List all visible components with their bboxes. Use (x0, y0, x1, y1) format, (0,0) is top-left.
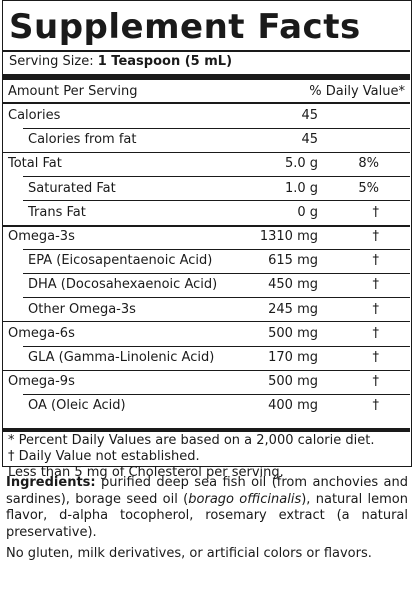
nutrient-label: Omega-6s (8, 325, 75, 341)
header-row: Amount Per Serving % Daily Value* (3, 80, 410, 104)
row-divider (23, 393, 410, 395)
nutrient-daily-value: † (372, 229, 380, 244)
nutrient-row: GLA (Gamma-Linolenic Acid) 170 mg † (3, 346, 410, 370)
nutrient-label: EPA (Eicosapentaenoic Acid) (28, 253, 213, 269)
nutrient-daily-value: † (372, 204, 380, 220)
nutrient-daily-value: † (372, 253, 380, 269)
rule-header (3, 102, 410, 104)
nutrient-row: DHA (Docosahexaenoic Acid) 450 mg † (3, 273, 410, 297)
nutrient-daily-value: † (372, 374, 380, 390)
nutrient-label: Calories (8, 108, 61, 123)
nutrient-label: GLA (Gamma-Linolenic Acid) (28, 350, 215, 365)
nutrient-row: Other Omega-3s 245 mg † (3, 298, 410, 322)
nutrient-amount: 45 (301, 108, 318, 123)
nutrient-amount: 1.0 g (284, 180, 318, 196)
nutrient-label: Trans Fat (28, 204, 86, 220)
row-divider (23, 248, 410, 250)
nutrient-amount: 1310 mg (259, 229, 318, 244)
nutrient-amount: 615 mg (268, 253, 318, 269)
row-divider (3, 369, 410, 371)
nutrient-amount: 45 (301, 132, 318, 148)
nutrient-amount: 500 mg (268, 374, 318, 390)
rule-thick (3, 74, 410, 80)
nutrient-label: DHA (Docosahexaenoic Acid) (28, 277, 218, 293)
free-from-statement: No gluten, milk derivatives, or artifici… (6, 546, 372, 561)
nutrient-label: Omega-9s (8, 374, 75, 390)
serving-size: Serving Size: 1 Teaspoon (5 mL) (9, 54, 232, 69)
nutrient-amount: 170 mg (268, 350, 318, 365)
nutrient-amount: 450 mg (268, 277, 318, 293)
nutrient-daily-value: 5% (358, 180, 379, 196)
nutrient-amount: 500 mg (268, 325, 318, 341)
nutrient-label: Omega-3s (8, 229, 75, 244)
nutrient-row: Saturated Fat 1.0 g 5% (3, 177, 410, 201)
row-divider (23, 127, 410, 129)
nutrient-daily-value: † (372, 301, 380, 317)
footnote-dagger: † Daily Value not established. (8, 449, 200, 464)
row-divider (23, 176, 410, 178)
daily-value-header: % Daily Value* (309, 84, 405, 99)
amount-per-serving: Amount Per Serving (8, 84, 138, 99)
serving-value: 1 Teaspoon (5 mL) (97, 54, 233, 69)
nutrient-row: Omega-6s 500 mg † (3, 322, 410, 346)
row-divider (23, 200, 410, 202)
nutrient-daily-value: † (372, 325, 380, 341)
nutrient-label: Total Fat (8, 156, 62, 172)
nutrient-label: Calories from fat (28, 132, 137, 148)
nutrient-row: EPA (Eicosapentaenoic Acid) 615 mg † (3, 249, 410, 273)
row-divider (3, 224, 410, 227)
row-divider (3, 321, 410, 323)
nutrient-amount: 5.0 g (284, 156, 318, 172)
ingredients-text: Ingredients: purified deep sea fish oil … (6, 475, 408, 541)
nutrient-row: Calories from fat 45 (3, 128, 410, 152)
rule-bottom (3, 428, 410, 432)
supplement-facts-panel: Supplement Facts Serving Size: 1 Teaspoo… (2, 0, 412, 480)
ingredients-part-b: ), natural lemon flavor, d-alpha tocophe… (6, 491, 408, 540)
ingredients-label: Ingredients: (6, 475, 96, 490)
nutrient-amount: 0 g (297, 204, 318, 220)
nutrient-label: Saturated Fat (28, 180, 116, 196)
row-divider (23, 345, 410, 347)
nutrient-daily-value: † (372, 350, 380, 365)
nutrient-row: Omega-9s 500 mg † (3, 370, 410, 394)
panel-title: Supplement Facts (9, 7, 361, 47)
rule-thin (3, 50, 410, 52)
row-divider (3, 151, 410, 153)
nutrient-daily-value: † (372, 277, 380, 293)
nutrient-amount: 245 mg (268, 301, 318, 317)
nutrient-row: Total Fat 5.0 g 8% (3, 152, 410, 176)
nutrient-row: Omega-3s 1310 mg † (3, 225, 410, 249)
nutrient-daily-value: † (372, 398, 380, 414)
ingredients-part-a: purified deep sea fish oil (from anchovi… (6, 475, 408, 507)
footnote-dv: * Percent Daily Values are based on a 2,… (8, 433, 375, 448)
nutrient-label: Other Omega-3s (28, 301, 136, 317)
nutrient-row: OA (Oleic Acid) 400 mg † (3, 394, 410, 418)
nutrient-daily-value: 8% (358, 156, 379, 172)
nutrient-row: Calories 45 (3, 104, 410, 128)
nutrient-amount: 400 mg (268, 398, 318, 414)
ingredients-latin: borago officinalis (188, 491, 302, 507)
serving-label: Serving Size: (9, 54, 94, 69)
nutrient-label: OA (Oleic Acid) (28, 398, 126, 414)
row-divider (23, 297, 410, 299)
footnote-cholesterol: Less than 5 mg of Cholesterol per servin… (8, 465, 284, 480)
row-divider (23, 272, 410, 274)
nutrient-row: Trans Fat 0 g † (3, 201, 410, 225)
